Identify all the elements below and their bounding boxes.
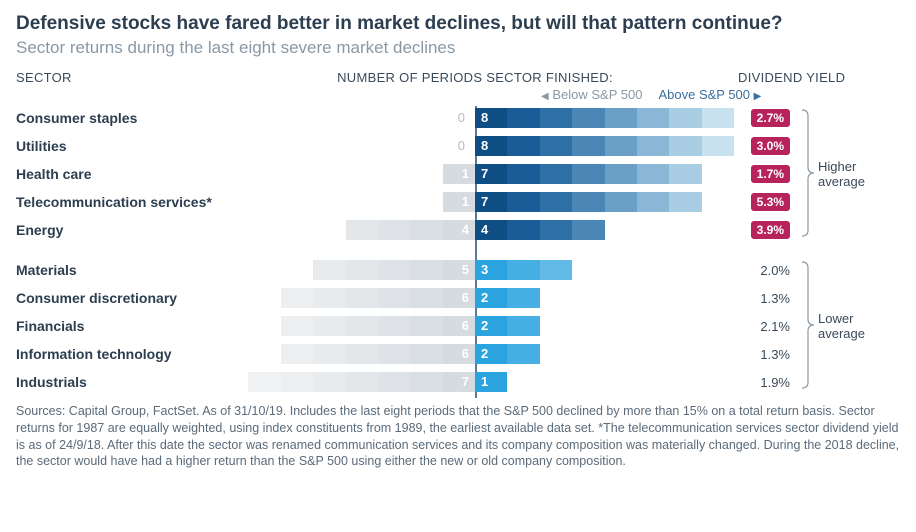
sector-row: Industrials711.9% [16,370,900,395]
bar-area: 71 [216,372,734,392]
value-above: 8 [475,108,494,128]
value-below: 7 [456,372,475,392]
sector-row: Consumer staples082.7% [16,106,900,131]
dividend-yield: 2.0% [734,263,796,278]
bar-below [248,372,475,392]
value-above: 1 [475,372,494,392]
sector-label: Consumer discretionary [16,290,216,306]
bar-area: 62 [216,288,734,308]
bar-area: 17 [216,192,734,212]
header-sector: SECTOR [16,70,216,85]
dividend-yield: 1.7% [734,165,796,183]
chart-subtitle: Sector returns during the last eight sev… [16,38,900,58]
value-below: 0 [452,136,471,156]
bar-below [281,288,475,308]
value-below: 6 [456,344,475,364]
header-yield: DIVIDEND YIELD [734,70,854,85]
footnote: Sources: Capital Group, FactSet. As of 3… [16,403,900,471]
value-above: 2 [475,316,494,336]
dividend-yield: 5.3% [734,193,796,211]
value-below: 1 [456,164,475,184]
bar-area: 62 [216,316,734,336]
bar-above [475,220,605,240]
sector-row: Financials622.1% [16,314,900,339]
group-bracket [800,106,830,398]
value-below: 6 [456,316,475,336]
header-periods: NUMBER OF PERIODS SECTOR FINISHED: [216,70,734,85]
bar-above [475,164,702,184]
sector-label: Consumer staples [16,110,216,126]
bar-area: 08 [216,108,734,128]
sector-label: Telecommunication services* [16,194,216,210]
sector-label: Industrials [16,374,216,390]
value-above: 7 [475,164,494,184]
bar-below [313,260,475,280]
dividend-yield: 1.3% [734,347,796,362]
legend-row: ◀ Below S&P 500 Above S&P 500 ▶ [16,87,900,102]
sector-row: Consumer discretionary621.3% [16,286,900,311]
value-below: 0 [452,108,471,128]
sector-label: Materials [16,262,216,278]
value-above: 4 [475,220,494,240]
bar-area: 62 [216,344,734,364]
bar-area: 08 [216,136,734,156]
bar-above [475,108,734,128]
value-above: 2 [475,344,494,364]
bar-above [475,136,734,156]
dividend-yield: 3.0% [734,137,796,155]
bar-area: 53 [216,260,734,280]
bar-area: 17 [216,164,734,184]
dividend-yield: 1.9% [734,375,796,390]
value-below: 4 [456,220,475,240]
bar-above [475,192,702,212]
sector-row: Energy443.9% [16,218,900,243]
triangle-right-icon: ▶ [754,91,762,102]
bar-area: 44 [216,220,734,240]
column-headers: SECTOR NUMBER OF PERIODS SECTOR FINISHED… [16,70,900,85]
sector-row: Utilities083.0% [16,134,900,159]
sector-label: Utilities [16,138,216,154]
dividend-yield: 1.3% [734,291,796,306]
bar-below [281,316,475,336]
sector-label: Financials [16,318,216,334]
chart-body: Consumer staples082.7%Utilities083.0%Hea… [16,106,900,395]
dividend-yield: 2.1% [734,319,796,334]
value-below: 6 [456,288,475,308]
value-above: 7 [475,192,494,212]
sector-label: Energy [16,222,216,238]
value-below: 5 [456,260,475,280]
sector-row: Materials532.0% [16,258,900,283]
value-below: 1 [456,192,475,212]
sector-row: Information technology621.3% [16,342,900,367]
value-above: 3 [475,260,494,280]
legend-below: ◀ Below S&P 500 [208,87,650,102]
chart-title: Defensive stocks have fared better in ma… [16,12,900,36]
group-label: Lower average [818,311,874,342]
sector-row: Health care171.7% [16,162,900,187]
value-above: 8 [475,136,494,156]
dividend-yield: 2.7% [734,109,796,127]
dividend-yield: 3.9% [734,221,796,239]
triangle-left-icon: ◀ [541,91,549,102]
bar-below [281,344,475,364]
legend-above: Above S&P 500 ▶ [650,87,900,102]
sector-row: Telecommunication services*175.3% [16,190,900,215]
value-above: 2 [475,288,494,308]
sector-label: Health care [16,166,216,182]
sector-label: Information technology [16,346,216,362]
